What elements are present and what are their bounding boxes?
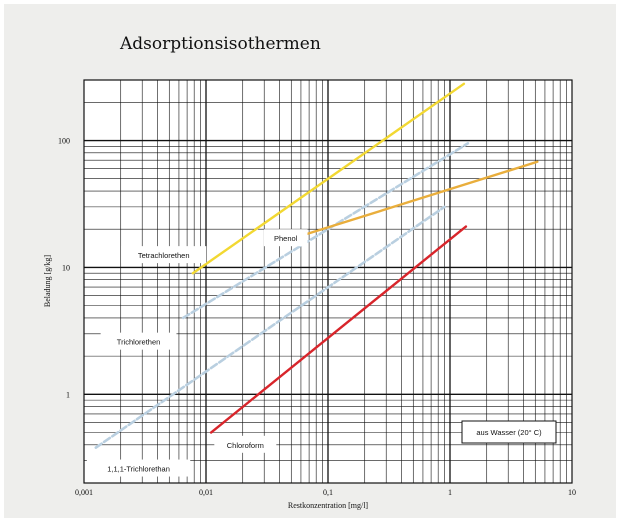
series-label-trichlorethen: Trichlorethen <box>117 338 161 347</box>
series-label-chloroform: Chloroform <box>227 441 264 450</box>
series-lines <box>94 82 539 449</box>
x-tick-label: 0,01 <box>199 488 213 497</box>
x-tick-label: 10 <box>568 488 576 497</box>
series-label-box-phenol <box>263 229 308 247</box>
chart-title: Adsorptionsisothermen <box>120 34 321 54</box>
series-label-box-1-1-1-trichlorethan <box>86 459 191 477</box>
series-label-box-chloroform <box>214 435 277 453</box>
series-label-tetrachlorethen: Tetrachlorethen <box>138 251 190 260</box>
y-tick-label: 100 <box>58 137 70 146</box>
series-line-trichlorethen <box>181 142 470 320</box>
condition-annotation: aus Wasser (20° C) <box>461 420 557 444</box>
y-tick-label: 1 <box>66 390 70 399</box>
annotation-text: aus Wasser (20° C) <box>476 428 542 437</box>
series-labels: Tetrachlorethen Trichlorethen Phenol 1,1,1-… <box>86 229 308 477</box>
series-line-phenol <box>302 160 539 237</box>
y-axis-label: Beladung [g/kg] <box>43 255 52 308</box>
series-line-1-1-1-trichlorethan <box>94 205 446 449</box>
x-tick-label: 1 <box>448 488 452 497</box>
series-label-1-1-1-trichlorethan: 1,1,1-Trichlorethan <box>107 465 170 474</box>
series-line-chloroform <box>209 225 468 434</box>
x-axis-label: Restkonzentration [mg/l] <box>288 501 369 510</box>
y-tick-label: 10 <box>62 263 70 272</box>
annotation-box <box>461 420 557 444</box>
series-label-box-tetrachlorethen <box>121 246 207 264</box>
x-tick-label: 0,1 <box>323 488 333 497</box>
x-tick-label: 0,001 <box>75 488 93 497</box>
series-line-tetrachlorethen <box>191 82 466 275</box>
tick-labels: 0,001 0,01 0,1 1 10 1 10 100 <box>58 137 576 497</box>
series-label-phenol: Phenol <box>274 234 298 243</box>
series-label-box-trichlorethen <box>100 332 177 350</box>
